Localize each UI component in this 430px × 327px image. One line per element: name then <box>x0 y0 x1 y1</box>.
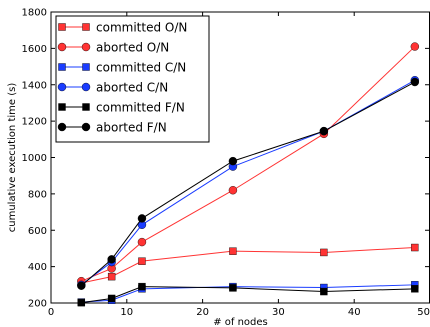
y-tick-label: 200 <box>28 299 47 310</box>
series-line <box>80 81 416 287</box>
legend-marker <box>81 122 91 132</box>
data-point <box>138 282 146 291</box>
data-point <box>107 294 116 303</box>
legend-entry: committed F/N <box>58 101 185 115</box>
legend-marker <box>57 82 67 92</box>
legend-marker <box>81 82 91 92</box>
series-line <box>81 46 416 282</box>
legend-marker <box>58 63 66 71</box>
data-point <box>319 126 329 136</box>
legend-marker <box>82 63 90 71</box>
data-point <box>320 287 328 296</box>
y-tick-label: 600 <box>28 226 47 237</box>
x-tick-label: 10 <box>120 307 133 318</box>
data-point <box>229 247 237 255</box>
data-point <box>77 298 86 307</box>
legend-label: committed F/N <box>96 101 185 115</box>
x-axis-label: # of nodes <box>213 317 268 327</box>
data-point <box>138 257 146 265</box>
legend-marker <box>82 103 90 111</box>
legend-label: aborted F/N <box>96 121 167 135</box>
data-point <box>107 255 116 264</box>
data-point <box>411 243 419 252</box>
data-point <box>320 248 328 257</box>
data-point <box>410 77 420 87</box>
y-tick-label: 400 <box>28 262 47 273</box>
x-tick-label: 30 <box>272 307 285 318</box>
data-point <box>228 156 238 166</box>
legend-entry: aborted O/N <box>57 41 169 55</box>
series-4 <box>77 282 419 307</box>
series-group <box>77 42 420 307</box>
y-tick-label: 1600 <box>22 44 47 55</box>
legend-label: committed O/N <box>96 21 187 35</box>
series-line <box>81 286 415 304</box>
data-point <box>137 214 147 223</box>
data-point <box>228 186 238 195</box>
series-line <box>81 284 415 303</box>
legend-marker <box>81 42 91 52</box>
series-5 <box>77 77 420 290</box>
data-point <box>411 285 419 293</box>
legend-entry: aborted F/N <box>57 121 167 135</box>
y-axis-label: cumulative execution time (s) <box>7 83 18 233</box>
data-point <box>107 272 116 281</box>
legend-marker <box>58 103 66 111</box>
data-point <box>229 284 237 292</box>
legend-entry: aborted C/N <box>57 81 168 95</box>
legend-entry: committed C/N <box>58 61 186 75</box>
x-tick-label: 40 <box>348 307 361 318</box>
axes: 0 10 20 30 40 50 200 400 600 800 1000 1200 1400 1600 1… <box>22 8 430 318</box>
y-tick-label: 1800 <box>22 8 47 19</box>
data-point <box>137 237 147 247</box>
y-tick-label: 800 <box>28 189 47 200</box>
y-tick-label: 1200 <box>22 117 47 128</box>
y-tick-label: 1400 <box>22 80 47 91</box>
legend-box <box>55 15 210 143</box>
legend-marker <box>57 42 67 52</box>
series-1 <box>77 42 420 286</box>
y-tick-label: 1000 <box>22 153 47 164</box>
x-tick-label: 0 <box>48 307 54 318</box>
series-2 <box>77 281 419 306</box>
legend-entry: committed O/N <box>58 21 187 35</box>
x-tick-label: 50 <box>417 307 430 318</box>
legend-marker <box>58 23 66 31</box>
legend-marker <box>57 122 67 132</box>
series-0 <box>77 243 419 287</box>
legend-label: committed C/N <box>96 61 186 75</box>
legend-marker <box>82 23 90 31</box>
x-tick-label: 20 <box>196 307 209 318</box>
legend-label: aborted O/N <box>96 41 169 55</box>
legend: committed O/N aborted O/N committed C/N abo… <box>55 15 210 143</box>
data-point <box>410 42 420 51</box>
legend-label: aborted C/N <box>96 81 168 95</box>
data-point <box>77 281 86 290</box>
series-line <box>81 247 415 284</box>
